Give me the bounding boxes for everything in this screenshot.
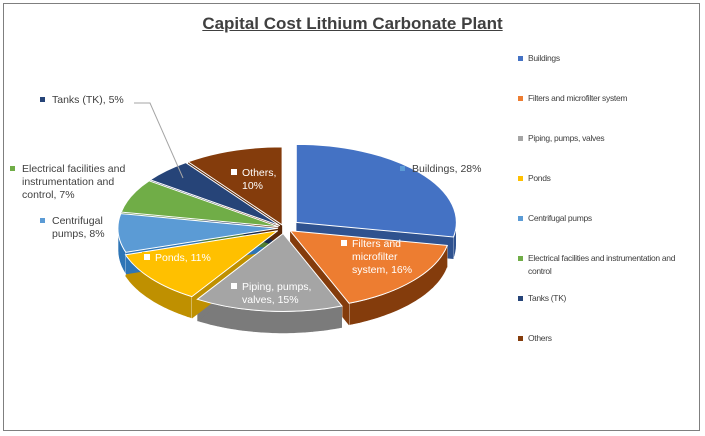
legend-label: Piping, pumps, valves (528, 133, 604, 143)
legend-swatch (518, 136, 523, 141)
data-label-2: Piping, pumps,valves, 15% (229, 281, 311, 306)
slice-filters-and-microfilter-system (289, 230, 449, 304)
legend-item-6: Tanks (TK) (518, 293, 567, 303)
data-label-text: valves, 15% (242, 294, 299, 306)
data-label-0: Buildings, 28% (400, 163, 481, 175)
legend-label: Filters and microfilter system (528, 93, 627, 103)
data-label-text: instrumentation and (22, 176, 114, 188)
legend-swatch (518, 56, 523, 61)
legend-item-7: Others (518, 333, 552, 343)
data-label-text: Piping, pumps, (242, 281, 311, 293)
legend-item-3: Ponds (518, 173, 551, 183)
legend-item-4: Centrifugal pumps (518, 213, 592, 223)
legend-label: control (528, 266, 552, 276)
data-label-text: Centrifugal (52, 215, 103, 227)
legend-item-2: Piping, pumps, valves (518, 133, 605, 143)
data-label-text: Others, (242, 167, 276, 179)
legend-swatch (518, 336, 523, 341)
data-label-text: Buildings, 28% (412, 163, 481, 175)
label-marker (40, 218, 45, 223)
slice-piping-pumps-valves (196, 232, 343, 312)
legend-item-1: Filters and microfilter system (518, 93, 628, 103)
label-marker (400, 166, 405, 171)
data-label-6: Tanks (TK), 5% (40, 94, 124, 106)
legend-label: Electrical facilities and instrumentatio… (528, 253, 676, 263)
legend-label: Ponds (528, 173, 551, 183)
legend-label: Others (528, 333, 552, 343)
label-marker (229, 281, 239, 291)
label-marker (339, 238, 349, 248)
data-label-text: Ponds, 11% (155, 252, 211, 264)
legend-item-0: Buildings (518, 53, 560, 63)
legend-swatch (518, 256, 523, 261)
data-label-5: Electrical facilities andinstrumentation… (10, 163, 125, 201)
data-label-text: 10% (242, 180, 263, 192)
slice-electrical-facilities-and-instrumentation-and-control (120, 180, 279, 228)
data-label-text: Filters and (352, 238, 401, 250)
data-label-text: Electrical facilities and (22, 163, 125, 175)
legend-label: Tanks (TK) (528, 293, 567, 303)
label-marker (10, 166, 15, 171)
slice-buildings (295, 143, 457, 238)
legend-swatch (518, 216, 523, 221)
legend-swatch (518, 296, 523, 301)
data-label-text: system, 16% (352, 264, 412, 276)
data-labels: Buildings, 28% Filters andmicrofiltersyst… (10, 94, 481, 306)
slice-ponds (124, 230, 279, 298)
slice-others (186, 146, 283, 226)
legend-item-5: Electrical facilities and instrumentatio… (518, 253, 676, 276)
data-label-text: microfilter (352, 251, 398, 263)
label-marker (40, 97, 45, 102)
legend-swatch (518, 176, 523, 181)
legend-swatch (518, 96, 523, 101)
leader-line-tanks (134, 102, 184, 179)
label-marker (229, 167, 239, 177)
data-label-3: Ponds, 11% (142, 252, 211, 264)
legend: Buildings Filters and microfilter system P… (518, 53, 676, 343)
data-label-text: control, 7% (22, 189, 75, 201)
data-label-text: Tanks (TK), 5% (52, 94, 124, 106)
data-label-7: Others,10% (229, 167, 276, 192)
pie-tops (117, 143, 457, 312)
data-label-text: pumps, 8% (52, 228, 105, 240)
chart-title: Capital Cost Lithium Carbonate Plant (202, 14, 503, 33)
label-marker (142, 252, 152, 262)
slice-tanks-tk- (149, 162, 281, 227)
legend-label: Buildings (528, 53, 560, 63)
legend-label: Centrifugal pumps (528, 213, 592, 223)
slice-centrifugal-pumps (117, 213, 279, 253)
